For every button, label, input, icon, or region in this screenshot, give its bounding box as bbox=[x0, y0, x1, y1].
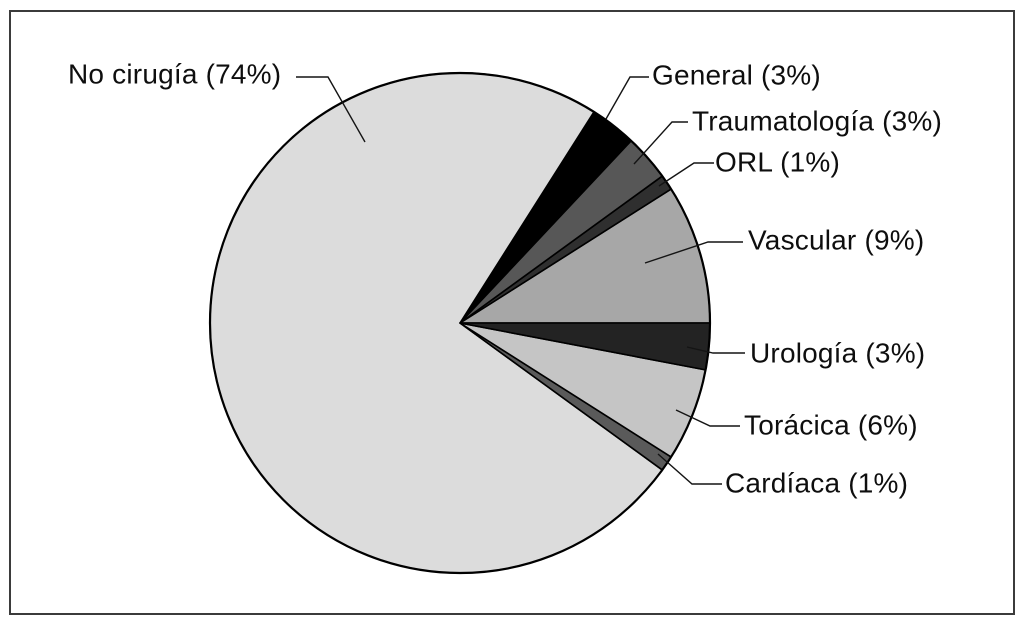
pie-outer-rim bbox=[208, 71, 712, 575]
leader-line-cardiaca bbox=[657, 453, 722, 485]
slice-label-toracica: Torácica (6%) bbox=[744, 409, 918, 441]
leader-line-no-cirugia bbox=[296, 76, 366, 143]
leader-line-urologia bbox=[686, 346, 745, 354]
slice-label-orl: ORL (1%) bbox=[715, 146, 841, 178]
slice-label-vascular: Vascular (9%) bbox=[748, 224, 925, 256]
slice-label-cardiaca: Cardíaca (1%) bbox=[725, 467, 909, 499]
leader-lines bbox=[296, 76, 745, 485]
leader-line-general bbox=[605, 76, 649, 120]
slice-label-urologia: Urología (3%) bbox=[750, 337, 926, 369]
slice-label-no-cirugia: No cirugía (74%) bbox=[68, 58, 282, 90]
slice-label-general: General (3%) bbox=[652, 59, 821, 91]
leader-line-toracica bbox=[675, 409, 740, 427]
slice-label-traumatologia: Traumatología (3%) bbox=[692, 105, 942, 137]
leader-line-traumatologia bbox=[633, 121, 688, 165]
leader-line-orl bbox=[658, 162, 714, 187]
leader-line-vascular bbox=[644, 241, 743, 264]
pie-slices bbox=[208, 71, 712, 575]
